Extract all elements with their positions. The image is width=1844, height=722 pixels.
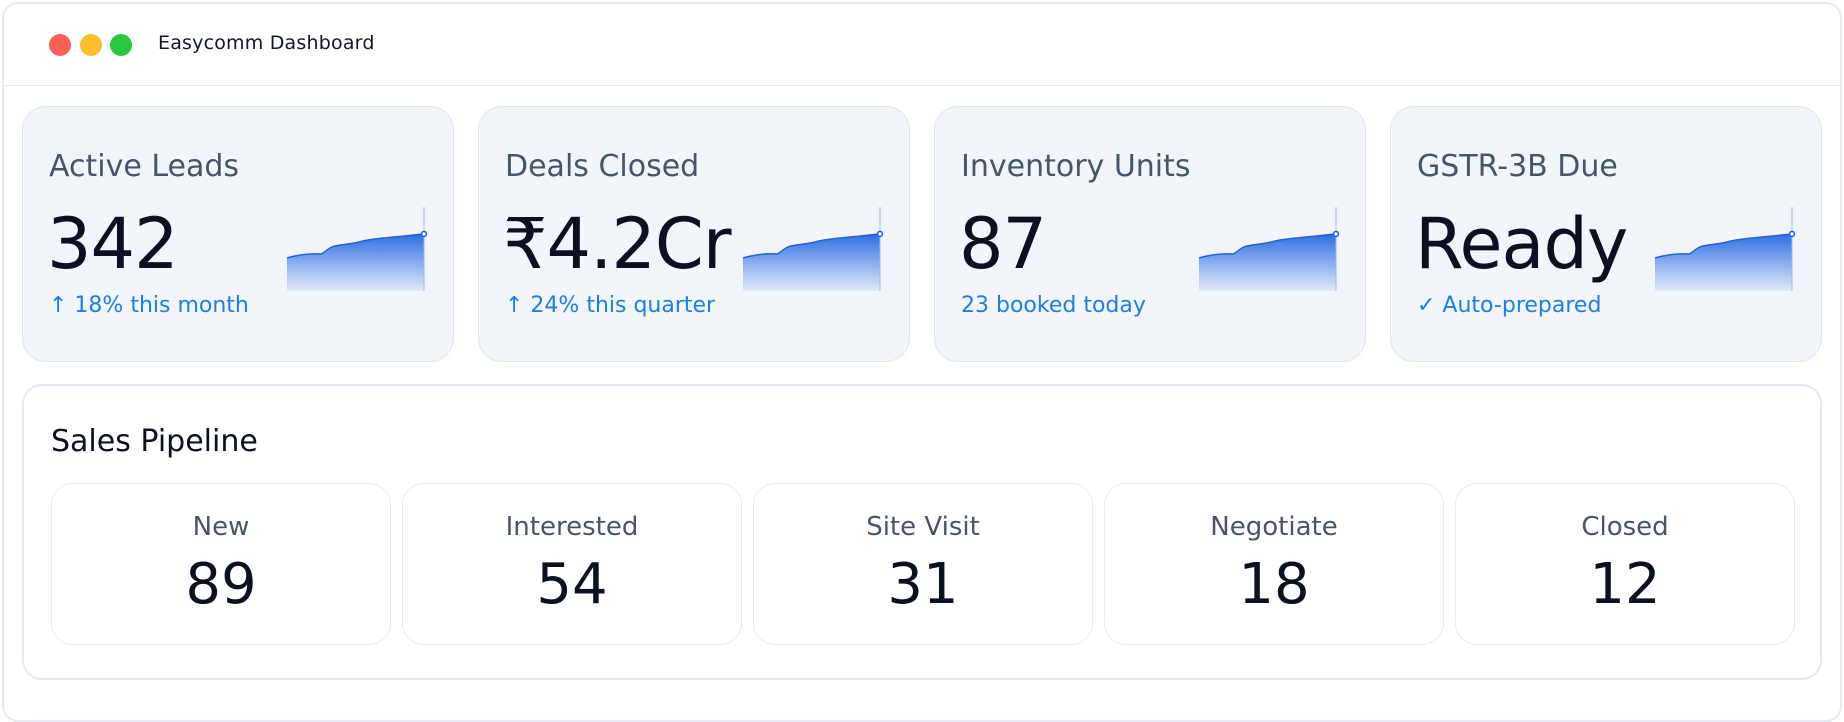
stat-label: Inventory Units	[961, 149, 1191, 184]
pipeline-stage-new[interactable]: New 89	[51, 483, 391, 645]
title-bar: Easycomm Dashboard	[4, 4, 1840, 86]
sparkline-line	[1198, 233, 1337, 259]
stage-count: 54	[536, 552, 608, 617]
pipeline-stage-interested[interactable]: Interested 54	[402, 483, 742, 645]
stage-count: 18	[1238, 552, 1310, 617]
stat-trend: ✓ Auto-prepared	[1417, 293, 1602, 318]
stat-label: Deals Closed	[505, 149, 700, 184]
stat-card-gstr-3b-due[interactable]: GSTR-3B Due Ready ✓ Auto-prepared	[1390, 106, 1822, 362]
stat-label: GSTR-3B Due	[1417, 149, 1618, 184]
pipeline-title: Sales Pipeline	[51, 424, 258, 459]
sparkline-line	[1654, 233, 1793, 259]
stage-label: Site Visit	[866, 512, 980, 542]
stage-label: Negotiate	[1210, 512, 1338, 542]
stage-count: 12	[1589, 552, 1661, 617]
stat-trend: ↑ 18% this month	[49, 293, 249, 318]
app-title: Easycomm Dashboard	[158, 32, 375, 54]
stage-label: New	[192, 512, 250, 542]
sparkline-line	[286, 233, 425, 259]
stage-count: 89	[185, 552, 257, 617]
sparkline-end-dot	[1788, 230, 1796, 238]
sparkline-end-dot	[876, 230, 884, 238]
sparkline-line	[742, 233, 881, 259]
sparkline-chart	[742, 207, 884, 291]
stat-trend: 23 booked today	[961, 293, 1146, 318]
pipeline-stage-closed[interactable]: Closed 12	[1455, 483, 1795, 645]
maximize-window-button[interactable]	[110, 34, 132, 56]
stat-trend: ↑ 24% this quarter	[505, 293, 716, 318]
sparkline-area	[743, 234, 880, 291]
sparkline-chart	[286, 207, 428, 291]
stat-card-active-leads[interactable]: Active Leads 342 ↑ 18% this month	[22, 106, 454, 362]
pipeline-stage-site-visit[interactable]: Site Visit 31	[753, 483, 1093, 645]
stat-card-inventory-units[interactable]: Inventory Units 87 23 booked today	[934, 106, 1366, 362]
sparkline-chart	[1198, 207, 1340, 291]
minimize-window-button[interactable]	[80, 34, 102, 56]
stage-label: Interested	[505, 512, 639, 542]
sparkline-area	[1655, 234, 1792, 291]
pipeline-stage-negotiate[interactable]: Negotiate 18	[1104, 483, 1444, 645]
sparkline-end-dot	[1332, 230, 1340, 238]
sales-pipeline-panel: Sales Pipeline New 89 Interested 54 Site…	[22, 384, 1822, 680]
stat-value: 87	[959, 203, 1047, 285]
stat-label: Active Leads	[49, 149, 240, 184]
stage-label: Closed	[1581, 512, 1669, 542]
sparkline-chart	[1654, 207, 1796, 291]
stat-value: Ready	[1415, 203, 1628, 285]
stage-count: 31	[887, 552, 959, 617]
stat-value: 342	[47, 203, 179, 285]
sparkline-area	[287, 234, 424, 291]
sparkline-end-dot	[420, 230, 428, 238]
stat-value: ₹4.2Cr	[503, 203, 732, 285]
stat-card-deals-closed[interactable]: Deals Closed ₹4.2Cr ↑ 24% this quarter	[478, 106, 910, 362]
close-window-button[interactable]	[49, 34, 71, 56]
sparkline-area	[1199, 234, 1336, 291]
